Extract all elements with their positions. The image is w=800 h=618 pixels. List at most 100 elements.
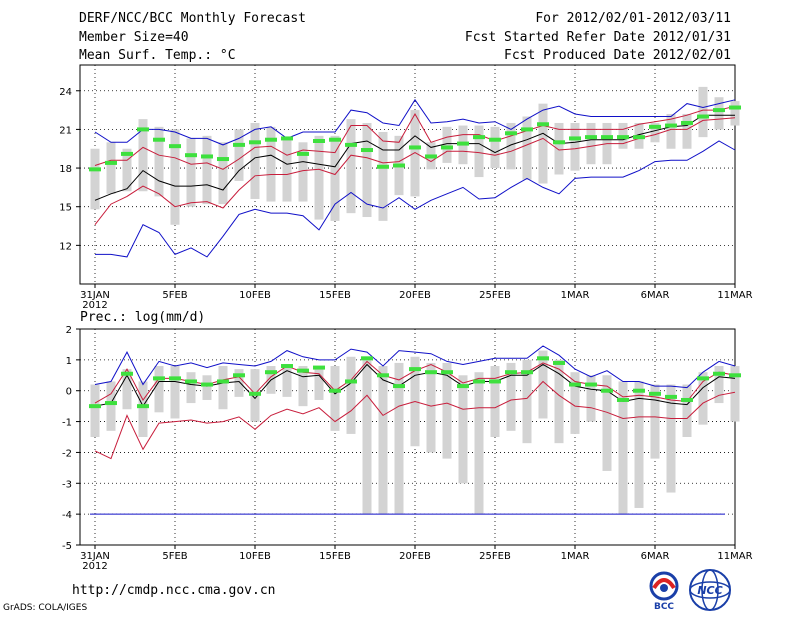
prec-median-mark — [169, 376, 181, 381]
temp-median-mark — [617, 135, 629, 140]
prec-spread-bar — [90, 384, 100, 437]
prec-ytick-label: -5 — [62, 541, 72, 552]
temp-median-mark — [313, 139, 325, 144]
prec-spread-bar — [362, 356, 372, 515]
temp-spread-bar — [90, 148, 100, 210]
temp-year-label: 2012 — [82, 300, 107, 311]
prec-median-mark — [297, 368, 309, 373]
temp-median-mark — [105, 160, 117, 165]
prec-spread-bar — [138, 381, 148, 437]
temp-lower-line — [94, 117, 736, 226]
temp-xtick-label: 25FEB — [479, 290, 511, 301]
temp-spread-bar — [442, 126, 452, 163]
temp-median-mark — [233, 142, 245, 147]
temp-spread-bar — [474, 125, 484, 178]
temp-spread-bar — [298, 142, 308, 202]
prec-spread-bar — [330, 366, 340, 431]
temp-xtick-label: 11MAR — [717, 290, 752, 301]
prec-median-mark — [121, 371, 133, 376]
prec-spread-bar — [634, 381, 644, 508]
prec-spread-bar — [426, 362, 436, 453]
temp-spread-bar — [554, 122, 564, 175]
prec-median-mark — [729, 373, 741, 378]
temp-median-mark — [505, 131, 517, 136]
prec-median-mark — [425, 370, 437, 375]
temp-median-mark — [697, 114, 709, 119]
prec-spread-bar — [730, 366, 740, 422]
temp-spread-bar — [186, 138, 196, 207]
prec-spread-bar — [170, 366, 180, 419]
prec-median-mark — [617, 397, 629, 402]
ncc-logo: NCC — [688, 568, 732, 612]
prec-spread-bar — [522, 359, 532, 444]
temp-ytick-label: 15 — [59, 203, 72, 214]
temp-xtick-label: 10FEB — [239, 290, 271, 301]
temp-xtick-label: 5FEB — [162, 290, 187, 301]
prec-xtick-label: 20FEB — [399, 551, 431, 562]
prec-median-mark — [489, 379, 501, 384]
temp-median-mark — [441, 145, 453, 150]
prec-median-mark — [713, 371, 725, 376]
temp-median-mark — [361, 148, 373, 153]
temp-median-mark — [537, 122, 549, 127]
prec-median-mark — [697, 376, 709, 381]
prec-ytick-label: -1 — [62, 418, 72, 429]
prec-spread-bar — [442, 362, 452, 459]
prec-xtick-label: 6MAR — [641, 551, 670, 562]
temp-median-mark — [521, 127, 533, 132]
temp-spread-bar — [170, 129, 180, 225]
temp-median-mark — [569, 136, 581, 141]
temp-median-mark — [121, 151, 133, 156]
prec-median-mark — [249, 391, 261, 396]
temp-spread-bar — [378, 131, 388, 221]
prec-spread-bar — [490, 366, 500, 437]
temp-spread-bar — [682, 113, 692, 149]
prec-median-mark — [681, 397, 693, 402]
prec-spread-bar — [714, 366, 724, 404]
prec-median-mark — [537, 356, 549, 361]
prec-median-mark — [313, 365, 325, 370]
prec-median-mark — [89, 404, 101, 409]
temp-ytick-label: 24 — [59, 87, 72, 98]
website-url[interactable]: http://cmdp.ncc.cma.gov.cn — [72, 583, 276, 598]
prec-max-line — [94, 345, 736, 389]
temp-spread-bar — [122, 148, 132, 192]
grads-credit: GrADS: COLA/IGES — [3, 603, 88, 613]
temp-min-line — [95, 140, 736, 258]
prec-median-mark — [457, 384, 469, 389]
prec-median-mark — [473, 379, 485, 384]
temp-ytick-label: 18 — [59, 164, 72, 175]
temp-spread-bar — [410, 110, 420, 197]
prec-spread-bar — [122, 369, 132, 410]
temp-median-mark — [585, 135, 597, 140]
temp-xtick-label: 6MAR — [641, 290, 670, 301]
prec-xtick-label: 1MAR — [561, 551, 590, 562]
temp-spread-bar — [490, 126, 500, 169]
temp-median-mark — [153, 137, 165, 142]
temp-spread-bar — [330, 135, 340, 221]
prec-spread-bar — [698, 372, 708, 425]
temp-median-mark — [217, 157, 229, 162]
temp-spread-bar — [522, 116, 532, 180]
prec-spread-bar — [234, 369, 244, 397]
temp-spread-bar — [586, 122, 596, 165]
prec-ytick-label: 1 — [66, 356, 72, 367]
prec-median-mark — [633, 388, 645, 393]
prec-median-mark — [361, 356, 373, 361]
prec-year-label: 2012 — [82, 561, 107, 572]
prec-ytick-label: 0 — [66, 387, 72, 398]
prec-spread-bar — [394, 362, 404, 515]
temp-spread-bar — [730, 101, 740, 126]
prec-spread-bar — [202, 375, 212, 400]
prec-spread-bar — [682, 384, 692, 437]
temp-spread-bar — [266, 126, 276, 202]
prec-median-mark — [201, 382, 213, 387]
prec-spread-bar — [282, 366, 292, 397]
temp-median-mark — [297, 151, 309, 156]
prec-xtick-label: 31JAN — [80, 551, 110, 562]
prec-median-mark — [601, 388, 613, 393]
temp-median-mark — [489, 137, 501, 142]
prec-median-mark — [281, 364, 293, 369]
temp-spread-bar — [506, 122, 516, 170]
